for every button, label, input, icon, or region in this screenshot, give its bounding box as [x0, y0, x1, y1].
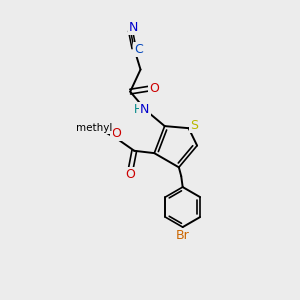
- Text: H: H: [134, 103, 142, 116]
- Text: methyl: methyl: [76, 123, 112, 133]
- Text: S: S: [190, 119, 198, 132]
- Text: C: C: [134, 43, 143, 56]
- Text: N: N: [129, 21, 138, 34]
- Text: N: N: [140, 103, 150, 116]
- Text: O: O: [125, 168, 135, 181]
- Text: O: O: [149, 82, 159, 95]
- Text: Br: Br: [176, 229, 190, 242]
- Text: O: O: [111, 128, 121, 140]
